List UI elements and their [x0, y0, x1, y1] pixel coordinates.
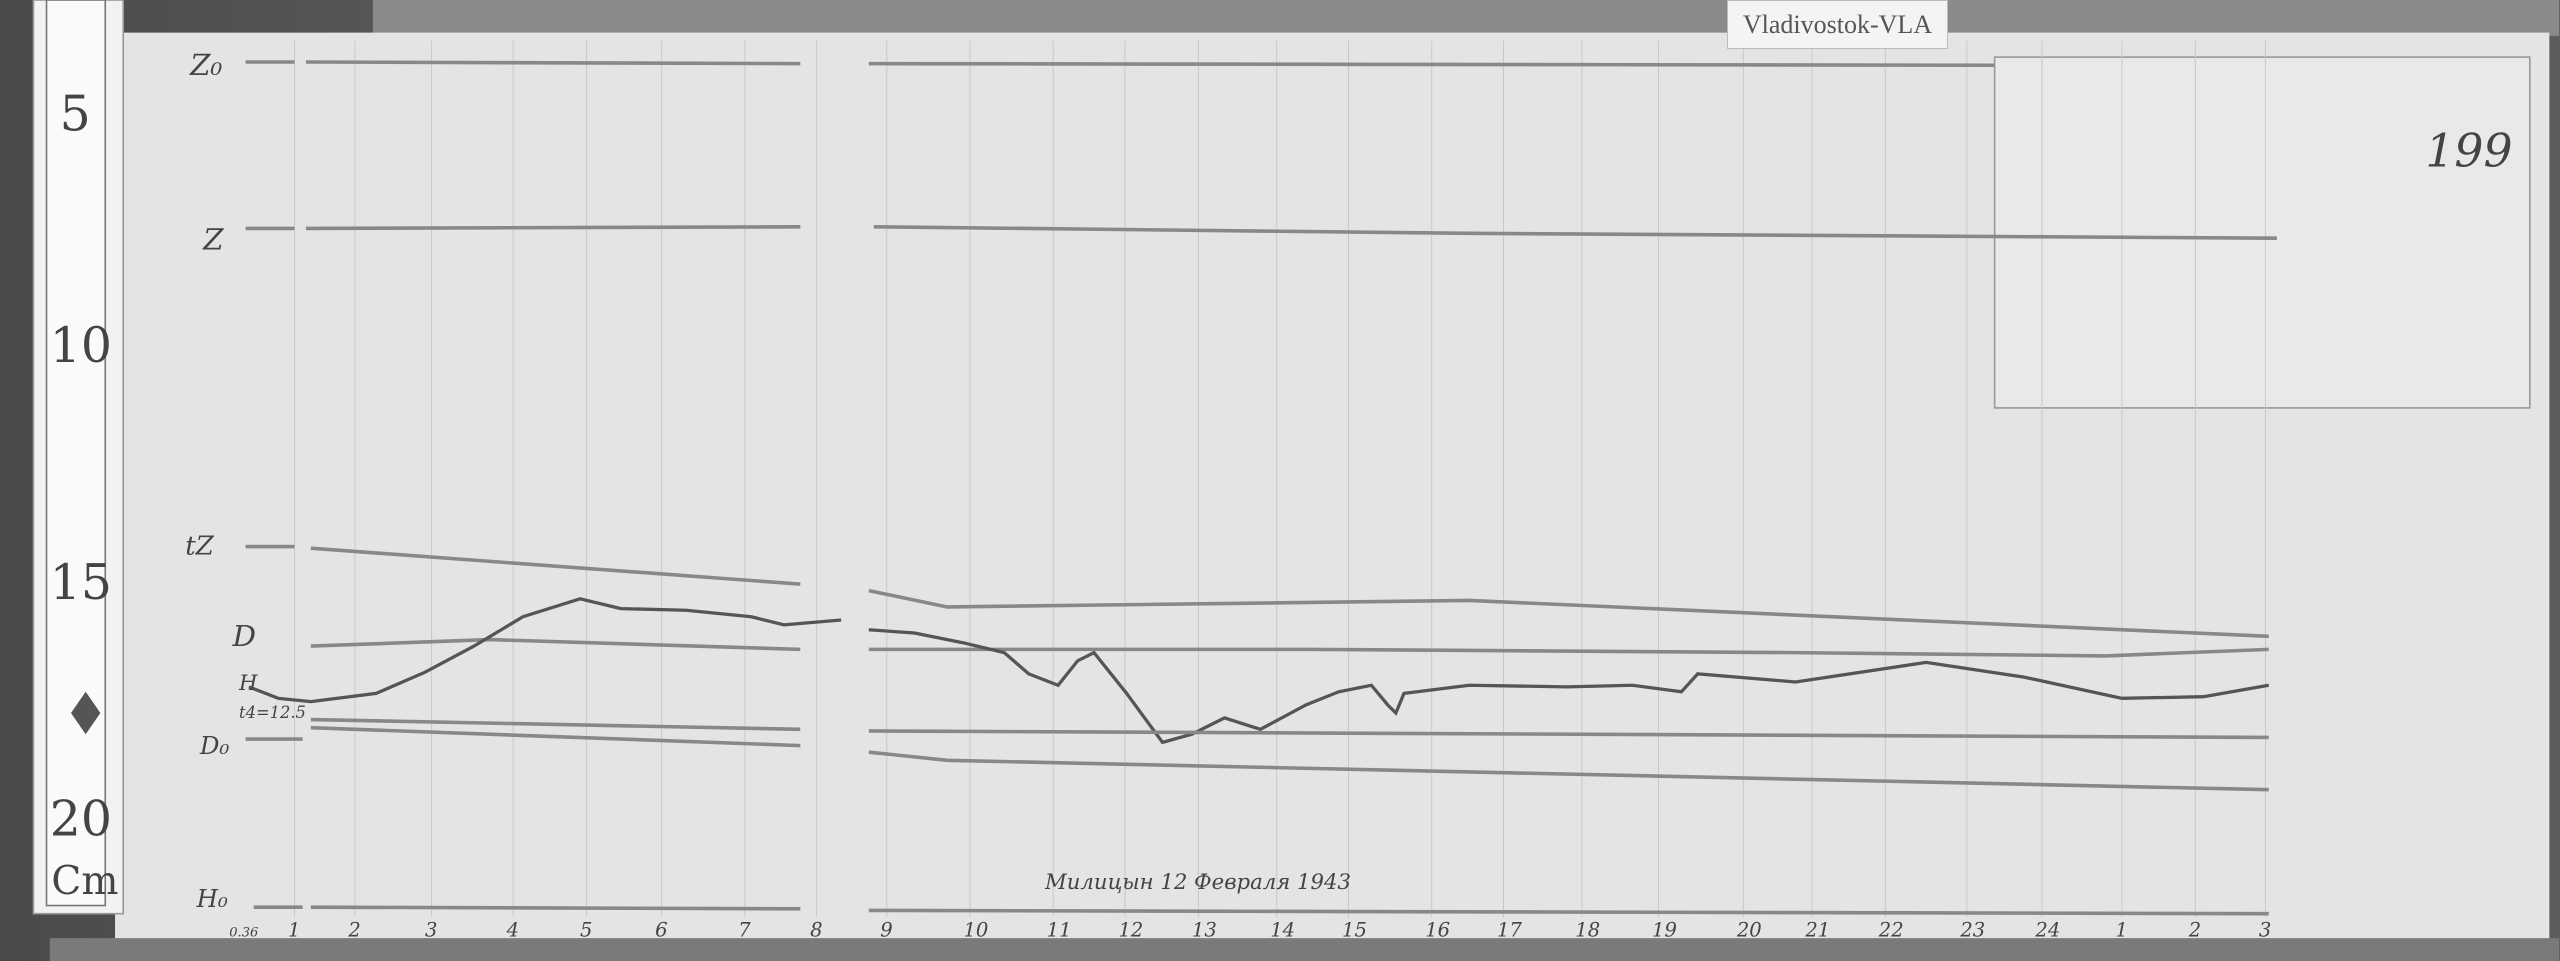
- trace-z-b: [305, 224, 801, 231]
- hour-label: 16: [1425, 919, 1450, 942]
- trace-z0-b: [868, 61, 1995, 68]
- diamond-marker-icon: [71, 691, 101, 735]
- trace-tz-a: [310, 546, 801, 586]
- hour-label: 13: [1192, 919, 1217, 942]
- label-h0: H₀: [196, 884, 228, 913]
- label-d0: D₀: [199, 731, 230, 760]
- top-edge: [372, 0, 2560, 36]
- hour-label: 8: [810, 919, 822, 942]
- hour-label: 15: [1342, 919, 1367, 942]
- hour-label: 17: [1497, 919, 1522, 942]
- hour-label: 3: [2259, 919, 2271, 942]
- trace-t-a2: [310, 725, 801, 748]
- ruler-scale: [45, 0, 107, 907]
- footer-note: Милицын 12 Февраля 1943: [1044, 870, 1351, 895]
- hour-label: 6: [655, 919, 667, 942]
- ruler-unit: Cm: [51, 859, 118, 904]
- ruler-mark: 10: [50, 317, 112, 374]
- trace-h0-c: [868, 908, 2269, 916]
- sheet-number: 199: [2425, 124, 2512, 177]
- trace-h-b: [868, 628, 2270, 745]
- bottom-edge: [49, 938, 2560, 961]
- label-d: D: [232, 619, 257, 653]
- label-z: Z: [202, 223, 224, 257]
- trace-z-c: [873, 224, 2277, 241]
- trace-d-b: [868, 647, 2269, 658]
- trace-z0-a: [305, 60, 801, 66]
- ruler-mark: 20: [50, 790, 112, 847]
- ruler-mark: 5: [60, 86, 91, 143]
- trace-tz-b: [868, 588, 2269, 639]
- ruler-mark: 15: [50, 554, 112, 611]
- station-label: Vladivostok-VLA: [1727, 0, 1948, 49]
- label-tz: tZ: [185, 532, 214, 562]
- hour-gridlines: [294, 40, 2266, 917]
- trace-t-a: [310, 717, 801, 732]
- hour-label: 1: [2115, 919, 2127, 942]
- trace-h-a: [248, 597, 842, 704]
- hour-label: 22: [1878, 919, 1904, 942]
- hour-label: 24: [2034, 919, 2060, 942]
- label-h: H: [238, 671, 258, 696]
- hour-label: 5: [580, 919, 592, 942]
- traces: [245, 60, 2277, 916]
- hour-label: 2: [2188, 919, 2201, 942]
- label-z0: Z₀: [189, 48, 222, 82]
- hour-label: 19: [1652, 919, 1677, 942]
- hour-label: 18: [1575, 919, 1600, 942]
- hour-label: 3: [425, 919, 437, 942]
- trace-t-c: [868, 750, 2269, 792]
- hour-label: 20: [1736, 919, 1762, 942]
- hour-label: 14: [1270, 919, 1295, 942]
- label-t: t4=12.5: [239, 703, 306, 722]
- trace-t-b: [868, 729, 2269, 740]
- hour-label: 9: [880, 919, 892, 942]
- hour-label: 11: [1047, 919, 1072, 942]
- hour-label: 7: [738, 919, 751, 942]
- hour-label: 4: [506, 919, 519, 942]
- hour-label: 23: [1959, 919, 1985, 942]
- label-h0-note: 0.36: [229, 926, 258, 941]
- hour-label: 12: [1118, 919, 1143, 942]
- hour-label: 21: [1804, 919, 1830, 942]
- hour-label: 1: [288, 919, 300, 942]
- hour-labels: 1 2 3 4 5 6 7 8 9 10 11 12 13 14 15 16 17 18 19 20 21 22 23 24 1…: [288, 919, 2271, 942]
- hour-label: 2: [347, 919, 360, 942]
- overlay-paper: [1993, 56, 2531, 409]
- trace-h0-b: [310, 905, 801, 911]
- trace-d-a: [310, 637, 801, 652]
- hour-label: 10: [963, 919, 988, 942]
